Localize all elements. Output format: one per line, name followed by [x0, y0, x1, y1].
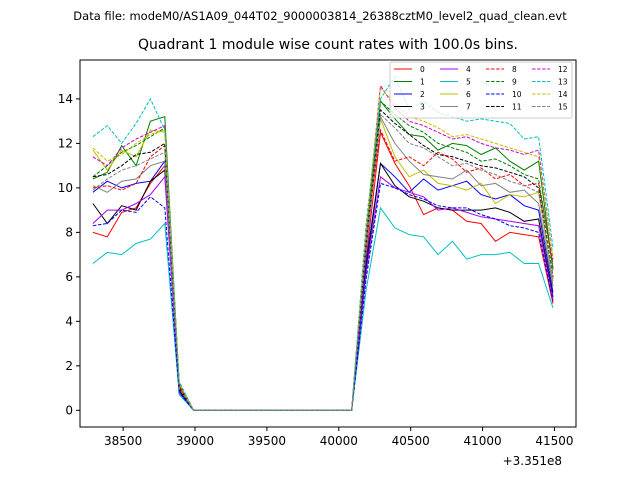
series-line-14	[92, 86, 554, 411]
x-offset-label: +3.351e8	[503, 454, 562, 468]
legend-label-12: 12	[558, 65, 568, 74]
legend-label-15: 15	[558, 103, 568, 112]
x-tick-label: 41500	[535, 434, 573, 448]
y-tick-label: 4	[65, 314, 73, 328]
series-line-3	[92, 161, 554, 411]
legend-label-13: 13	[558, 78, 568, 87]
y-tick-label: 8	[65, 225, 73, 239]
legend-label-3: 3	[420, 103, 425, 112]
y-tick-label: 6	[65, 270, 73, 284]
legend-label-8: 8	[512, 65, 517, 74]
legend-label-1: 1	[420, 78, 425, 87]
series-line-0	[92, 130, 554, 411]
x-tick-label: 39500	[248, 434, 286, 448]
y-axis: 0 2 4 6 8 10 12 14	[58, 92, 80, 417]
series-line-15	[92, 113, 554, 411]
x-axis: 38500 39000 39500 40000 40500 41000 41500	[104, 427, 574, 448]
series-line-2	[92, 159, 554, 411]
legend-label-11: 11	[512, 103, 522, 112]
series-layer	[92, 75, 554, 411]
legend-label-2: 2	[420, 90, 425, 99]
x-tick-label: 38500	[104, 434, 142, 448]
y-tick-label: 0	[65, 403, 73, 417]
legend-label-7: 7	[466, 103, 471, 112]
legend-label-4: 4	[466, 65, 471, 74]
y-tick-label: 10	[58, 181, 73, 195]
series-line-4	[92, 175, 554, 411]
y-tick-label: 2	[65, 359, 73, 373]
legend-label-6: 6	[466, 90, 471, 99]
x-tick-label: 39000	[176, 434, 214, 448]
legend-label-9: 9	[512, 78, 517, 87]
legend-label-5: 5	[466, 78, 471, 87]
series-line-5	[92, 206, 554, 411]
series-line-11	[92, 108, 554, 411]
series-line-1	[92, 99, 554, 411]
plot-area: 38500 39000 39500 40000 40500 41000 41500 0 2 4 6…	[58, 59, 577, 468]
y-tick-label: 12	[58, 136, 73, 150]
legend-box	[389, 61, 573, 119]
series-line-9	[92, 100, 554, 411]
x-tick-label: 41000	[463, 434, 501, 448]
x-tick-label: 40000	[320, 434, 358, 448]
figure-suptitle: Data file: modeM0/AS1A09_044T02_90000038…	[73, 9, 567, 23]
axes-frame	[79, 59, 577, 428]
x-tick-label: 40500	[392, 434, 430, 448]
chart-title: Quadrant 1 module wise count rates with …	[138, 37, 518, 53]
legend-label-14: 14	[558, 90, 568, 99]
legend-label-0: 0	[420, 65, 425, 74]
legend-label-10: 10	[512, 90, 522, 99]
y-tick-label: 14	[58, 92, 73, 106]
series-line-12	[92, 84, 554, 411]
series-line-13	[92, 75, 554, 411]
